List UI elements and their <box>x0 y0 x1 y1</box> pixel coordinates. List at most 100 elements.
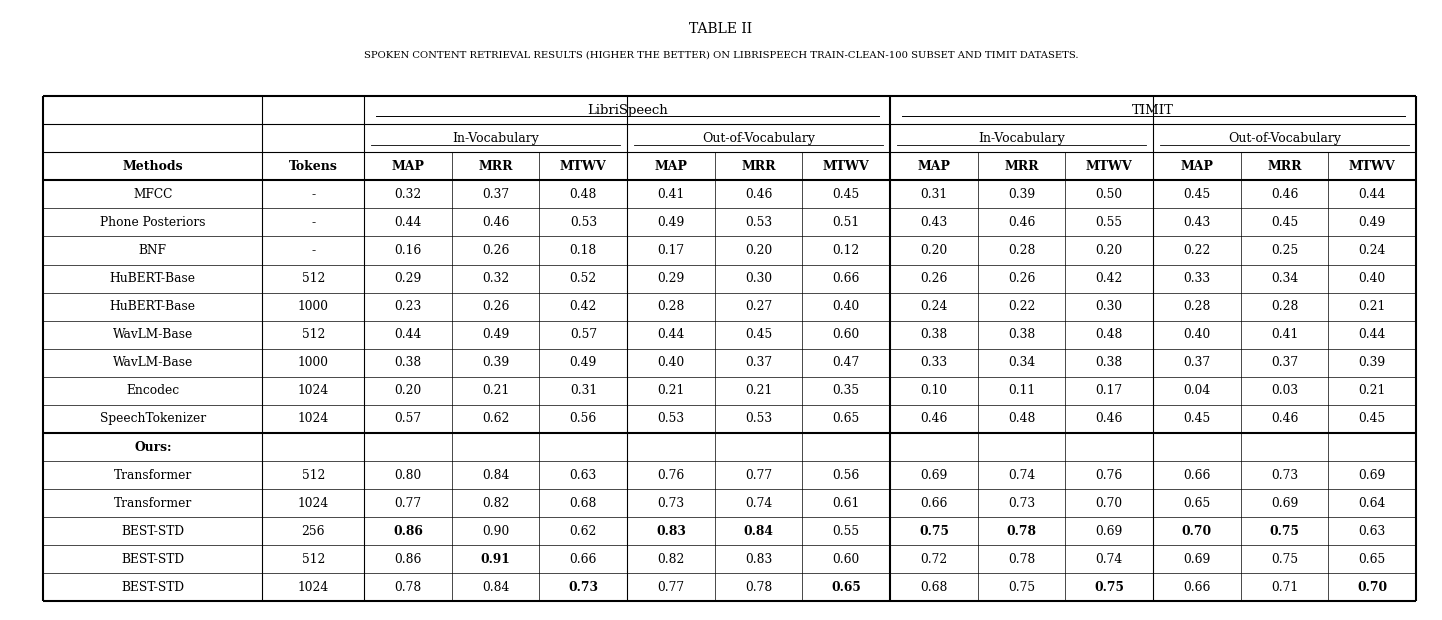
Text: MTWV: MTWV <box>1348 160 1396 173</box>
Text: 0.77: 0.77 <box>395 497 421 510</box>
Text: 0.47: 0.47 <box>832 356 859 370</box>
Text: 0.74: 0.74 <box>746 497 773 510</box>
Text: 0.39: 0.39 <box>1008 188 1035 201</box>
Text: 0.46: 0.46 <box>1270 188 1298 201</box>
Text: 0.24: 0.24 <box>920 300 947 313</box>
Text: 0.41: 0.41 <box>1270 328 1298 341</box>
Text: 0.65: 0.65 <box>1358 553 1386 566</box>
Text: 0.26: 0.26 <box>1008 272 1035 285</box>
Text: 0.78: 0.78 <box>746 581 773 594</box>
Text: 0.21: 0.21 <box>658 384 685 397</box>
Text: In-Vocabulary: In-Vocabulary <box>453 131 539 144</box>
Text: 0.38: 0.38 <box>920 328 947 341</box>
Text: MRR: MRR <box>1268 160 1302 173</box>
Text: 0.29: 0.29 <box>394 272 421 285</box>
Text: 0.37: 0.37 <box>746 356 773 370</box>
Text: 0.31: 0.31 <box>920 188 947 201</box>
Text: 0.39: 0.39 <box>482 356 509 370</box>
Text: 0.28: 0.28 <box>1184 300 1211 313</box>
Text: MRR: MRR <box>479 160 513 173</box>
Text: 0.28: 0.28 <box>1008 244 1035 257</box>
Text: 0.62: 0.62 <box>570 525 597 538</box>
Text: 0.84: 0.84 <box>482 581 509 594</box>
Text: 0.31: 0.31 <box>570 384 597 397</box>
Text: SpeechTokenizer: SpeechTokenizer <box>99 412 206 425</box>
Text: 0.53: 0.53 <box>746 216 773 229</box>
Text: 0.86: 0.86 <box>394 525 423 538</box>
Text: SPOKEN CONTENT RETRIEVAL RESULTS (HIGHER THE BETTER) ON LIBRISPEECH TRAIN-CLEAN-: SPOKEN CONTENT RETRIEVAL RESULTS (HIGHER… <box>363 51 1079 60</box>
Text: 0.35: 0.35 <box>832 384 859 397</box>
Text: 0.46: 0.46 <box>1008 216 1035 229</box>
Text: 0.66: 0.66 <box>1184 581 1211 594</box>
Text: 0.78: 0.78 <box>1008 553 1035 566</box>
Text: 1000: 1000 <box>298 300 329 313</box>
Text: 0.40: 0.40 <box>1184 328 1210 341</box>
Text: 0.45: 0.45 <box>832 188 859 201</box>
Text: 0.57: 0.57 <box>570 328 597 341</box>
Text: 0.37: 0.37 <box>1184 356 1210 370</box>
Text: 1024: 1024 <box>297 497 329 510</box>
Text: 0.90: 0.90 <box>482 525 509 538</box>
Text: 0.50: 0.50 <box>1096 188 1123 201</box>
Text: 0.49: 0.49 <box>482 328 509 341</box>
Text: 0.49: 0.49 <box>570 356 597 370</box>
Text: 0.82: 0.82 <box>658 553 685 566</box>
Text: 512: 512 <box>301 328 324 341</box>
Text: HuBERT-Base: HuBERT-Base <box>110 300 196 313</box>
Text: 1024: 1024 <box>297 412 329 425</box>
Text: 0.20: 0.20 <box>920 244 947 257</box>
Text: 0.44: 0.44 <box>658 328 685 341</box>
Text: 0.69: 0.69 <box>920 469 947 482</box>
Text: 0.55: 0.55 <box>1096 216 1123 229</box>
Text: TIMIT: TIMIT <box>1132 104 1174 117</box>
Text: 0.77: 0.77 <box>658 581 685 594</box>
Text: 0.23: 0.23 <box>395 300 421 313</box>
Text: 0.41: 0.41 <box>658 188 685 201</box>
Text: 0.20: 0.20 <box>746 244 773 257</box>
Text: -: - <box>311 188 316 201</box>
Text: MAP: MAP <box>1181 160 1213 173</box>
Text: 0.34: 0.34 <box>1270 272 1298 285</box>
Text: 0.34: 0.34 <box>1008 356 1035 370</box>
Text: 0.73: 0.73 <box>1270 469 1298 482</box>
Text: 256: 256 <box>301 525 324 538</box>
Text: Transformer: Transformer <box>114 469 192 482</box>
Text: Out-of-Vocabulary: Out-of-Vocabulary <box>702 131 815 144</box>
Text: 0.32: 0.32 <box>395 188 421 201</box>
Text: 0.21: 0.21 <box>482 384 509 397</box>
Text: 512: 512 <box>301 469 324 482</box>
Text: 0.91: 0.91 <box>480 553 510 566</box>
Text: 0.46: 0.46 <box>1270 412 1298 425</box>
Text: 0.26: 0.26 <box>482 244 509 257</box>
Text: 0.21: 0.21 <box>1358 300 1386 313</box>
Text: 0.83: 0.83 <box>656 525 686 538</box>
Text: 0.11: 0.11 <box>1008 384 1035 397</box>
Text: 512: 512 <box>301 272 324 285</box>
Text: 0.16: 0.16 <box>395 244 421 257</box>
Text: Ours:: Ours: <box>134 440 172 453</box>
Text: BEST-STD: BEST-STD <box>121 581 185 594</box>
Text: 0.63: 0.63 <box>1358 525 1386 538</box>
Text: MAP: MAP <box>917 160 950 173</box>
Text: Tokens: Tokens <box>288 160 337 173</box>
Text: 0.75: 0.75 <box>1008 581 1035 594</box>
Text: 0.51: 0.51 <box>832 216 859 229</box>
Text: 0.04: 0.04 <box>1184 384 1210 397</box>
Text: -: - <box>311 244 316 257</box>
Text: 0.75: 0.75 <box>1270 553 1298 566</box>
Text: 0.46: 0.46 <box>746 188 773 201</box>
Text: 0.63: 0.63 <box>570 469 597 482</box>
Text: BEST-STD: BEST-STD <box>121 525 185 538</box>
Text: 0.37: 0.37 <box>1270 356 1298 370</box>
Text: -: - <box>311 216 316 229</box>
Text: In-Vocabulary: In-Vocabulary <box>978 131 1066 144</box>
Text: 0.66: 0.66 <box>570 553 597 566</box>
Text: WavLM-Base: WavLM-Base <box>112 328 193 341</box>
Text: 0.10: 0.10 <box>920 384 947 397</box>
Text: 0.45: 0.45 <box>1184 412 1210 425</box>
Text: BEST-STD: BEST-STD <box>121 553 185 566</box>
Text: 0.73: 0.73 <box>568 581 598 594</box>
Text: 0.12: 0.12 <box>832 244 859 257</box>
Text: 0.42: 0.42 <box>570 300 597 313</box>
Text: 0.44: 0.44 <box>1358 328 1386 341</box>
